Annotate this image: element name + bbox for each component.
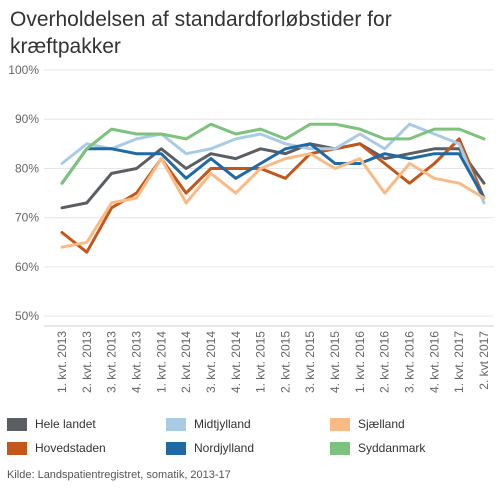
legend-label: Syddanmark [358, 441, 426, 455]
x-tick-label: 1. kvt. 2016 [353, 331, 367, 393]
legend-label: Midtjylland [194, 417, 251, 431]
legend-swatch-midtjylland [166, 417, 186, 431]
legend-label: Hele landet [35, 417, 96, 431]
x-tick-label: 2. kvt. 2013 [80, 331, 94, 393]
x-tick-label: 2. kvt 2017 [477, 331, 491, 390]
legend-item-syddanmark[interactable]: Syddanmark [330, 441, 425, 455]
y-tick-label: 60% [15, 260, 39, 274]
x-tick-label: 2. kvt. 2016 [378, 331, 392, 393]
series-line-hele-landet [60, 142, 486, 210]
x-tick-label: 2. kvt. 2015 [278, 331, 292, 393]
legend-swatch-hele-landet [7, 417, 27, 431]
x-tick-label: 4. kvt. 2013 [129, 331, 143, 393]
y-tick-label: 50% [15, 309, 39, 323]
series-lines [60, 122, 486, 254]
x-tick-label: 3. kvt. 2014 [204, 331, 218, 393]
legend-item-hovedstaden[interactable]: Hovedstaden [7, 441, 106, 455]
legend-item-midtjylland[interactable]: Midtjylland [166, 417, 251, 431]
x-tick-label: 1. kvt. 2015 [254, 331, 268, 393]
x-tick-label: 2. kvt. 2014 [179, 331, 193, 393]
x-tick-label: 1. kvt. 2014 [154, 331, 168, 393]
x-tick-label: 1. kvt. 2017 [452, 331, 466, 393]
y-tick-label: 100% [8, 63, 39, 77]
series-line-midtjylland [60, 122, 486, 205]
series-line-hovedstaden [60, 137, 486, 254]
x-tick-label: 4. kvt. 2014 [229, 331, 243, 393]
x-axis: 1. kvt. 2013 2. kvt. 2013 3. kvt. 2013 4. k… [55, 331, 491, 393]
legend-item-nordjylland[interactable]: Nordjylland [166, 441, 254, 455]
legend-swatch-syddanmark [330, 441, 350, 455]
x-tick-label: 3. kvt. 2013 [105, 331, 119, 393]
gridlines [44, 69, 494, 327]
series-line-nordjylland [60, 142, 486, 200]
x-tick-label: 4. kvt. 2016 [427, 331, 441, 393]
y-tick-label: 70% [15, 211, 39, 225]
legend-item-sjaelland[interactable]: Sjælland [330, 417, 405, 431]
legend-swatch-hovedstaden [7, 441, 27, 455]
y-axis: 50% 60% 70% 80% 90% 100% [8, 63, 39, 323]
legend-label: Hovedstaden [35, 441, 106, 455]
legend-swatch-sjaelland [330, 417, 350, 431]
series-line-syddanmark [60, 122, 486, 185]
x-tick-label: 3. kvt. 2015 [303, 331, 317, 393]
y-tick-label: 80% [15, 161, 39, 175]
legend-label: Sjælland [358, 417, 405, 431]
page-title: Overholdelsen af standardforløbstider fo… [10, 8, 392, 58]
x-tick-label: 4. kvt. 2015 [328, 331, 342, 393]
x-tick-label: 1. kvt. 2013 [55, 331, 69, 393]
legend-swatch-nordjylland [166, 441, 186, 455]
legend-item-hele-landet[interactable]: Hele landet [7, 417, 96, 431]
legend-label: Nordjylland [194, 441, 255, 455]
x-tick-label: 3. kvt. 2016 [403, 331, 417, 393]
series-line-sjaelland [60, 152, 486, 249]
y-tick-label: 90% [15, 112, 39, 126]
source-note: Kilde: Landspatientregistret, somatik, 2… [7, 469, 231, 481]
